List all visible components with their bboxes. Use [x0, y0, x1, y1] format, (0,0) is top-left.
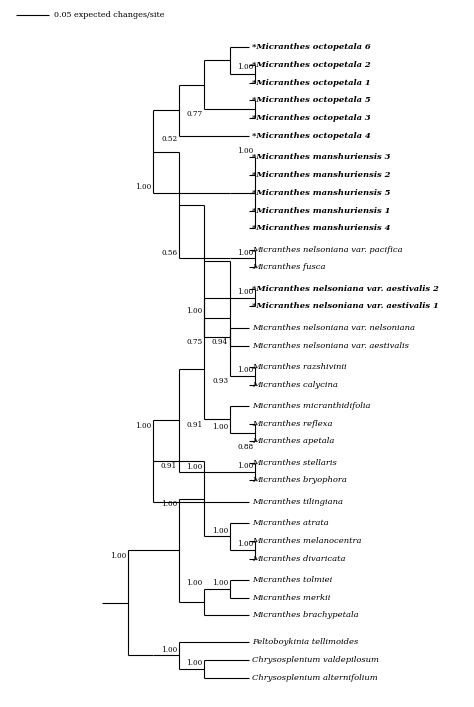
Text: *Micranthes manshuriensis 5: *Micranthes manshuriensis 5 — [252, 189, 391, 197]
Text: 1.00: 1.00 — [237, 540, 254, 548]
Text: Micranthes brachypetala: Micranthes brachypetala — [252, 612, 359, 619]
Text: *Micranthes octopetala 5: *Micranthes octopetala 5 — [252, 96, 371, 105]
Text: 1.00: 1.00 — [212, 527, 228, 534]
Text: 1.00: 1.00 — [237, 148, 254, 156]
Text: Micranthes atrata: Micranthes atrata — [252, 519, 329, 527]
Text: Micranthes micranthidifolia: Micranthes micranthidifolia — [252, 402, 371, 410]
Text: 0.05 expected changes/site: 0.05 expected changes/site — [54, 11, 164, 19]
Text: *Micranthes manshuriensis 3: *Micranthes manshuriensis 3 — [252, 153, 391, 161]
Text: Micranthes razshivinii: Micranthes razshivinii — [252, 363, 347, 370]
Text: Chrysosplenium alternifolium: Chrysosplenium alternifolium — [252, 674, 378, 682]
Text: 1.00: 1.00 — [110, 552, 126, 560]
Text: 0.75: 0.75 — [186, 339, 202, 346]
Text: 1.00: 1.00 — [186, 659, 202, 667]
Text: *Micranthes octopetala 2: *Micranthes octopetala 2 — [252, 61, 371, 69]
Text: *Micranthes octopetala 1: *Micranthes octopetala 1 — [252, 78, 371, 87]
Text: 1.00: 1.00 — [237, 249, 254, 257]
Text: *Micranthes manshuriensis 4: *Micranthes manshuriensis 4 — [252, 224, 391, 233]
Text: 0.91: 0.91 — [161, 462, 177, 470]
Text: Micranthes reflexa: Micranthes reflexa — [252, 420, 333, 428]
Text: Micranthes calycina: Micranthes calycina — [252, 380, 338, 389]
Text: Micranthes nelsoniana var. aestivalis: Micranthes nelsoniana var. aestivalis — [252, 341, 409, 349]
Text: 1.00: 1.00 — [237, 366, 254, 374]
Text: Micranthes merkii: Micranthes merkii — [252, 594, 330, 602]
Text: 0.91: 0.91 — [186, 421, 202, 429]
Text: 1.00: 1.00 — [186, 463, 202, 471]
Text: *Micranthes octopetala 6: *Micranthes octopetala 6 — [252, 43, 371, 51]
Text: 0.93: 0.93 — [212, 378, 228, 385]
Text: *Micranthes octopetala 4: *Micranthes octopetala 4 — [252, 132, 371, 140]
Text: Micranthes apetala: Micranthes apetala — [252, 438, 335, 445]
Text: Micranthes fusca: Micranthes fusca — [252, 264, 326, 271]
Text: 0.77: 0.77 — [186, 110, 202, 118]
Text: 1.00: 1.00 — [237, 63, 254, 71]
Text: 0.52: 0.52 — [161, 135, 177, 143]
Text: Micranthes melanocentra: Micranthes melanocentra — [252, 537, 362, 545]
Text: 1.00: 1.00 — [161, 645, 177, 653]
Text: *Micranthes nelsoniana var. aestivalis 1: *Micranthes nelsoniana var. aestivalis 1 — [252, 303, 439, 310]
Text: Micranthes tilingiana: Micranthes tilingiana — [252, 498, 343, 506]
Text: 1.00: 1.00 — [136, 183, 152, 191]
Text: 1.00: 1.00 — [237, 462, 254, 470]
Text: Peltoboykinia tellimoides: Peltoboykinia tellimoides — [252, 638, 358, 646]
Text: Micranthes nelsoniana var. pacifica: Micranthes nelsoniana var. pacifica — [252, 245, 403, 254]
Text: *Micranthes manshuriensis 1: *Micranthes manshuriensis 1 — [252, 206, 391, 214]
Text: 1.00: 1.00 — [212, 579, 228, 587]
Text: Micranthes bryophora: Micranthes bryophora — [252, 477, 347, 484]
Text: 1.00: 1.00 — [161, 501, 177, 508]
Text: Chrysosplenium valdepilosum: Chrysosplenium valdepilosum — [252, 656, 379, 664]
Text: 1.00: 1.00 — [212, 423, 228, 431]
Text: 1.00: 1.00 — [186, 308, 202, 315]
Text: 1.00: 1.00 — [237, 288, 254, 296]
Text: *Micranthes octopetala 3: *Micranthes octopetala 3 — [252, 115, 371, 122]
Text: Micranthes nelsoniana var. nelsoniana: Micranthes nelsoniana var. nelsoniana — [252, 324, 415, 332]
Text: 0.88: 0.88 — [237, 443, 254, 451]
Text: *Micranthes manshuriensis 2: *Micranthes manshuriensis 2 — [252, 171, 391, 179]
Text: *Micranthes nelsoniana var. aestivalis 2: *Micranthes nelsoniana var. aestivalis 2 — [252, 285, 439, 293]
Text: 1.00: 1.00 — [186, 579, 202, 587]
Text: Micranthes stellaris: Micranthes stellaris — [252, 459, 337, 467]
Text: 0.56: 0.56 — [161, 249, 177, 257]
Text: Micranthes divaricata: Micranthes divaricata — [252, 554, 346, 563]
Text: 1.00: 1.00 — [136, 422, 152, 430]
Text: 0.94: 0.94 — [212, 339, 228, 346]
Text: Micranthes tolmiei: Micranthes tolmiei — [252, 576, 332, 584]
